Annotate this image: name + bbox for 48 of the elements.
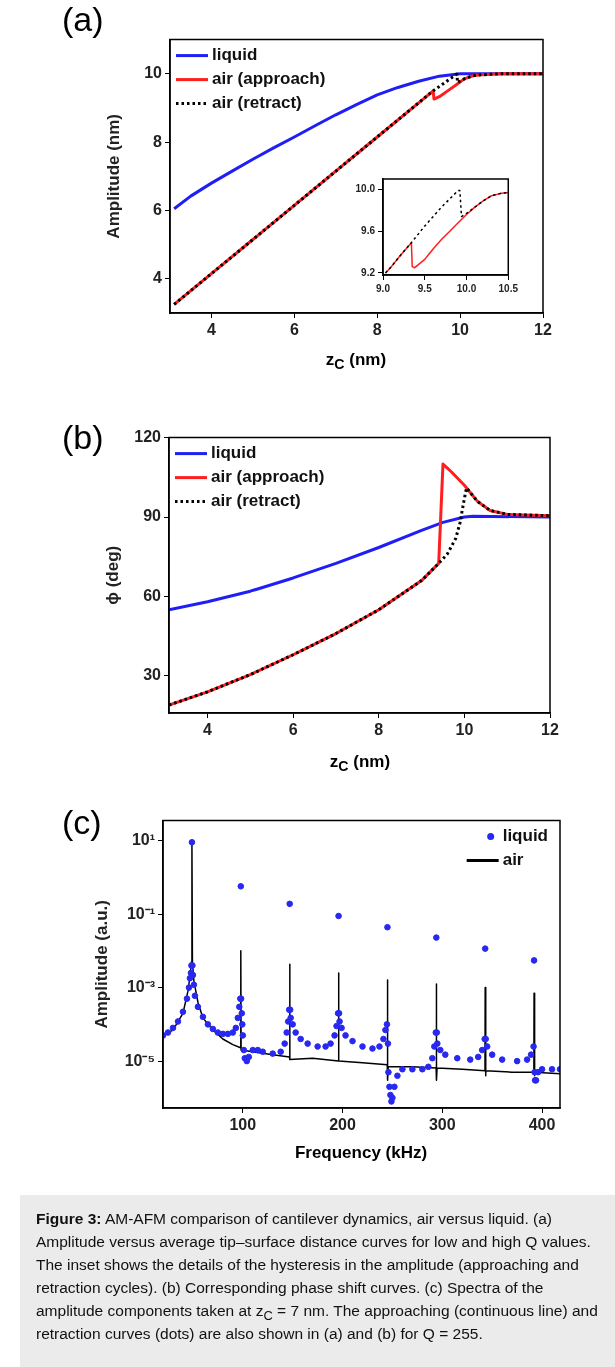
legend-label: air (approach) — [211, 467, 325, 487]
y-axis-title: Amplitude (a.u.) — [91, 900, 111, 1029]
y-tick-label: 10.0 — [355, 183, 376, 195]
x-tick-label: 10.0 — [456, 282, 477, 294]
legend-label: liquid — [212, 45, 258, 65]
x-tick-label: 100 — [229, 1116, 257, 1134]
chart-title: (a) — [62, 0, 104, 38]
x-tick-label: 300 — [428, 1116, 456, 1134]
x-tick-label: 6 — [289, 321, 299, 339]
chart-title: (b) — [62, 418, 104, 456]
y-tick-label: 60 — [143, 586, 162, 604]
x-tick-label: 4 — [206, 321, 216, 339]
legend-label: air (retract) — [212, 93, 302, 113]
x-tick-label: 12 — [534, 321, 552, 339]
y-tick-label: 30 — [143, 666, 162, 684]
x-tick-label: 4 — [203, 721, 213, 739]
x-tick-label: 9.0 — [376, 282, 391, 294]
x-tick-label: 10 — [455, 721, 474, 739]
x-tick-label: 6 — [288, 721, 298, 739]
y-tick-label: 120 — [134, 428, 162, 446]
x-axis-title: Frequency (kHz) — [294, 1143, 428, 1163]
legend-label: air (retract) — [211, 491, 301, 511]
x-tick-label: 9.5 — [417, 282, 433, 294]
x-tick-label: 400 — [528, 1116, 556, 1134]
legend-label: air — [502, 850, 524, 870]
legend-label: liquid — [502, 826, 549, 846]
y-tick-label: 10 — [144, 64, 163, 82]
x-axis-title: z$_{C}$ (nm) — [325, 350, 387, 373]
y-tick-label: 90 — [143, 507, 162, 525]
y-tick-label: 10⁻¹ — [126, 904, 155, 922]
y-tick-label: 10⁻³ — [126, 978, 155, 996]
y-axis-title: ϕ (deg) — [102, 545, 122, 605]
y-tick-label: 10¹ — [131, 831, 155, 848]
x-tick-label: 12 — [541, 721, 559, 739]
x-tick-label: 10 — [451, 321, 470, 339]
legend-label: liquid — [211, 443, 257, 463]
chart-title: (c) — [62, 803, 102, 841]
y-tick-label: 9.2 — [361, 266, 376, 278]
y-tick-label: 10⁻⁵ — [124, 1051, 155, 1069]
x-axis-title: z$_{C}$ (nm) — [329, 752, 391, 775]
y-axis-title: Amplitude (nm) — [103, 113, 123, 239]
x-tick-label: 200 — [329, 1116, 356, 1134]
caption: Figure 3: — [36, 1210, 102, 1227]
y-tick-label: 9.6 — [361, 224, 376, 236]
y-tick-label: 6 — [153, 200, 163, 218]
legend-label: air (approach) — [212, 69, 326, 89]
x-tick-label: 10.5 — [498, 282, 519, 294]
y-tick-label: 8 — [153, 132, 163, 150]
